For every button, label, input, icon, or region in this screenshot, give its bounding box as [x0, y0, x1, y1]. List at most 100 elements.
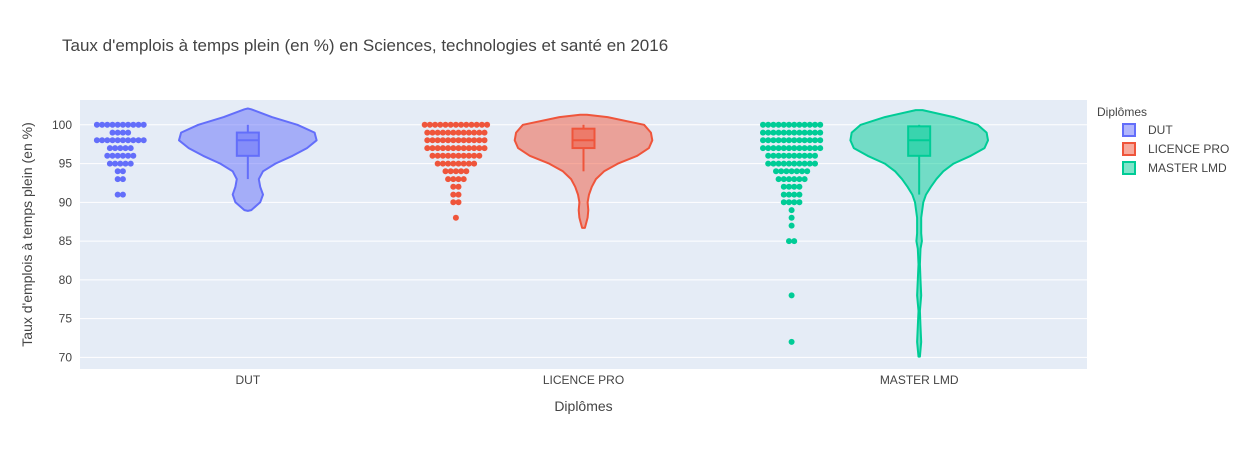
data-point	[119, 168, 126, 175]
data-point	[770, 121, 777, 128]
data-point	[775, 176, 782, 183]
data-point	[429, 145, 436, 152]
data-point	[119, 191, 126, 198]
violin-group	[93, 107, 318, 212]
violin-series	[93, 107, 989, 358]
data-point	[450, 129, 457, 136]
data-point	[119, 121, 126, 128]
data-point	[458, 121, 465, 128]
data-point	[780, 199, 787, 206]
data-point	[445, 137, 452, 144]
y-tick-label: 100	[52, 118, 72, 132]
data-point	[125, 129, 132, 136]
data-point	[796, 152, 803, 159]
data-point	[476, 129, 483, 136]
data-point	[127, 160, 134, 167]
data-point	[140, 137, 147, 144]
data-point	[426, 121, 433, 128]
data-point	[106, 160, 113, 167]
data-point	[471, 145, 478, 152]
data-point	[471, 129, 478, 136]
data-point	[791, 145, 798, 152]
y-axis-title: Taux d'emplois à temps plein (en %)	[19, 122, 35, 346]
data-point	[119, 137, 126, 144]
data-point	[796, 129, 803, 136]
data-point	[447, 121, 454, 128]
data-point	[130, 152, 137, 159]
data-point	[471, 137, 478, 144]
data-point	[114, 152, 121, 159]
legend-label: MASTER LMD	[1148, 161, 1227, 175]
data-point	[791, 238, 798, 245]
y-tick-label: 80	[59, 273, 73, 287]
data-point	[109, 121, 116, 128]
data-point	[788, 222, 795, 229]
data-point	[760, 137, 766, 144]
data-point	[114, 176, 121, 183]
data-point	[125, 121, 132, 128]
y-axis-ticks: 70 75 80 85 90 95 100	[52, 118, 72, 365]
data-point	[791, 152, 798, 159]
data-point	[112, 160, 119, 167]
data-point	[439, 160, 446, 167]
data-point	[455, 183, 462, 190]
data-point	[770, 152, 777, 159]
data-point	[450, 176, 457, 183]
data-point	[801, 121, 808, 128]
data-point	[471, 160, 478, 167]
data-point	[439, 137, 446, 144]
data-point	[775, 152, 782, 159]
data-point	[791, 176, 798, 183]
data-point	[778, 168, 785, 175]
data-point	[465, 160, 472, 167]
data-point	[786, 191, 792, 198]
data-point	[812, 129, 818, 136]
data-point	[796, 176, 803, 183]
data-point	[796, 183, 803, 190]
data-point	[114, 191, 121, 198]
data-point	[465, 137, 472, 144]
data-point	[765, 121, 772, 128]
data-point	[463, 121, 470, 128]
data-point	[109, 129, 116, 136]
data-point	[450, 183, 457, 190]
data-point	[476, 145, 483, 152]
data-point	[421, 121, 428, 128]
data-point	[439, 129, 446, 136]
y-tick-label: 85	[59, 234, 73, 248]
data-point	[760, 121, 766, 128]
data-point	[786, 129, 792, 136]
data-point	[806, 145, 813, 152]
data-point	[476, 137, 483, 144]
data-point	[465, 145, 472, 152]
legend: Diplômes DUT LICENCE PRO MASTER LMD	[1097, 105, 1229, 175]
data-point	[93, 121, 100, 128]
data-point	[434, 137, 441, 144]
data-point	[786, 238, 792, 245]
data-point	[780, 160, 787, 167]
violin-group	[760, 109, 989, 358]
data-point	[445, 176, 452, 183]
data-point	[452, 168, 459, 175]
data-point	[455, 152, 462, 159]
data-point	[442, 168, 449, 175]
data-point	[801, 152, 808, 159]
data-point	[437, 121, 444, 128]
data-point	[812, 121, 818, 128]
data-point	[465, 152, 472, 159]
data-point	[765, 129, 772, 136]
data-point	[445, 152, 452, 159]
data-point	[439, 152, 446, 159]
data-point	[130, 137, 137, 144]
legend-title: Diplômes	[1097, 105, 1147, 119]
data-point	[476, 152, 483, 159]
data-point	[806, 152, 813, 159]
data-point	[127, 145, 134, 152]
x-axis-ticks: DUT LICENCE PRO MASTER LMD	[235, 373, 958, 387]
legend-label: DUT	[1148, 123, 1173, 137]
data-point	[122, 145, 129, 152]
data-point	[760, 145, 766, 152]
data-point	[791, 137, 798, 144]
data-point	[445, 129, 452, 136]
data-point	[135, 121, 142, 128]
